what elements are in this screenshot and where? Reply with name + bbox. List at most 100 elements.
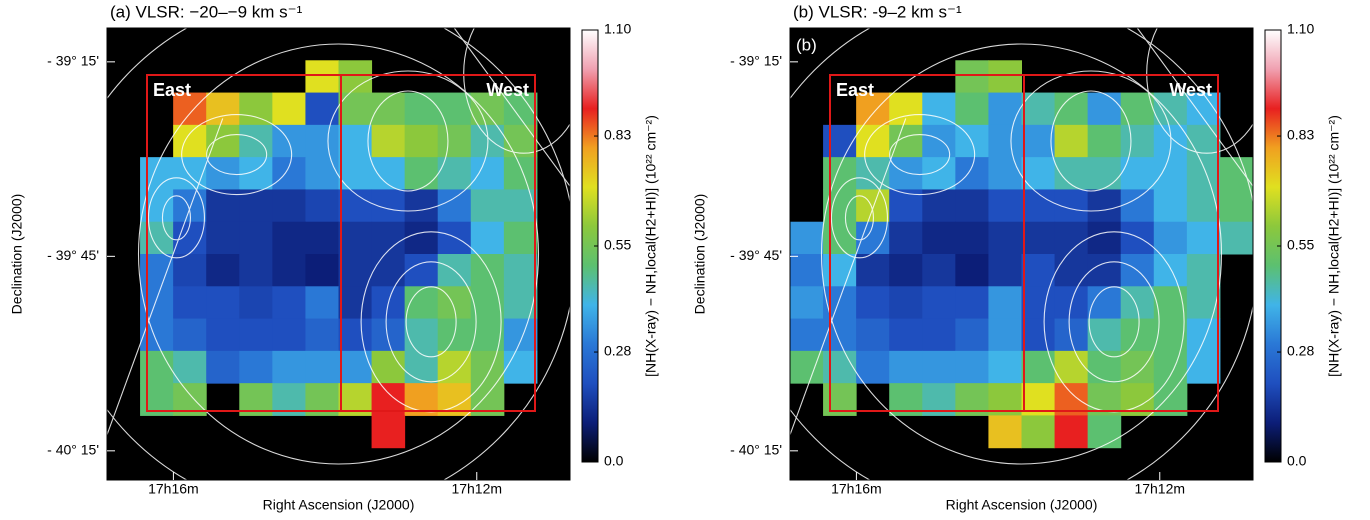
heatmap-cell (1021, 189, 1056, 223)
heatmap-cell (988, 157, 1022, 190)
heatmap-cell (1021, 415, 1056, 449)
heatmap-cell (1186, 318, 1221, 352)
heatmap-cell (1054, 415, 1089, 449)
heatmap-cell (856, 221, 890, 255)
heatmap-cell (140, 189, 174, 223)
heatmap-cell (140, 350, 174, 384)
heatmap-cell (437, 157, 472, 190)
heatmap-cell (1021, 286, 1056, 320)
heatmap-cell (823, 350, 857, 384)
heatmap-cell (404, 350, 439, 384)
heatmap-cell (470, 286, 505, 320)
heatmap-cell (206, 221, 240, 255)
contour (889, 134, 951, 176)
x-tick-label: 17h16m (148, 481, 199, 497)
heatmap-cell (790, 221, 824, 255)
heatmap-cell (173, 350, 207, 384)
colorbar-tick-label: 1.10 (604, 21, 631, 37)
heatmap-cell (955, 254, 989, 287)
heatmap-cell (922, 92, 956, 126)
colorbar-tick-label: 1.10 (1287, 21, 1314, 37)
heatmap-cell (338, 221, 373, 255)
heatmap-cell (1186, 286, 1221, 320)
heatmap-cell (206, 318, 240, 352)
contour (206, 134, 268, 176)
heatmap-cell (305, 350, 339, 384)
chart-title: (a) VLSR: −20–−9 km s⁻¹ (110, 2, 303, 21)
heatmap-cell (922, 254, 956, 287)
heatmap-cell (272, 254, 306, 287)
colorbar-tick-label: 0.83 (604, 127, 631, 143)
contour (181, 114, 293, 196)
heatmap-cell (503, 286, 538, 320)
heatmap-cell (823, 254, 857, 287)
heatmap-cell (1153, 286, 1188, 320)
heatmap-cell (856, 254, 890, 287)
heatmap-cell (988, 60, 1022, 94)
heatmap-cell (404, 124, 439, 158)
heatmap-cell (470, 92, 505, 126)
region-label: West (1169, 80, 1212, 100)
heatmap-cell (823, 157, 857, 190)
heatmap-cell (1054, 221, 1089, 255)
heatmap-cell (272, 157, 306, 190)
contour (147, 177, 205, 259)
heatmap-cell (140, 286, 174, 320)
heatmap-cell (338, 189, 373, 223)
colorbar-tick-label: 0.83 (1287, 127, 1314, 143)
heatmap-cell (272, 318, 306, 352)
colorbar-tick-label: 0.0 (1287, 453, 1307, 469)
heatmap-cell (305, 92, 339, 126)
heatmap-cell (503, 254, 538, 287)
contour (790, 118, 907, 435)
heatmap-cell (140, 318, 174, 352)
heatmap-cell (470, 350, 505, 384)
contour (1136, 28, 1253, 187)
heatmap-cell (823, 189, 857, 223)
heatmap-cell (404, 254, 439, 287)
heatmap-cell (988, 350, 1022, 384)
heatmap-cell (437, 124, 472, 158)
heatmap-cell (437, 189, 472, 223)
heatmap-cell (1021, 157, 1056, 190)
heatmap-cell (272, 350, 306, 384)
heatmap-cell (140, 221, 174, 255)
heatmap-cell (338, 350, 373, 384)
heatmap-cell (371, 415, 406, 449)
heatmap-cell (889, 124, 923, 158)
heatmap-cell (272, 221, 306, 255)
heatmap-cell (823, 286, 857, 320)
inset-label: (b) (796, 35, 817, 54)
heatmap-cell (371, 318, 406, 352)
heatmap-cell (305, 221, 339, 255)
y-axis-label: Declination (J2000) (692, 194, 708, 315)
heatmap-cell (239, 286, 273, 320)
heatmap-cell (404, 92, 439, 126)
contour (405, 286, 457, 358)
heatmap-cell (1219, 221, 1254, 255)
heatmap-cell (889, 92, 923, 126)
x-tick-label: 17h16m (831, 481, 882, 497)
y-tick-label: - 40° 15' (730, 442, 782, 458)
colorbar-tick-label: 0.55 (1287, 237, 1314, 253)
heatmap-cell (437, 92, 472, 126)
heatmap-cell (1021, 221, 1056, 255)
heatmap-cell (239, 124, 273, 158)
region-label: East (836, 80, 874, 100)
heatmap-cell (338, 318, 373, 352)
heatmap-cell (922, 124, 956, 158)
contour (1068, 261, 1160, 383)
heatmap-cell (856, 92, 890, 126)
heatmap-cell (404, 318, 439, 352)
heatmap-cell (856, 350, 890, 384)
heatmap-cell (1087, 124, 1122, 158)
heatmap-cell (1054, 318, 1089, 352)
heatmap-cell (1054, 254, 1089, 287)
contour (161, 195, 191, 241)
heatmap-cell (1153, 254, 1188, 287)
heatmap-cell (988, 124, 1022, 158)
heatmap-cell (404, 189, 439, 223)
heatmap-cell (173, 92, 207, 126)
heatmap-cell (856, 157, 890, 190)
